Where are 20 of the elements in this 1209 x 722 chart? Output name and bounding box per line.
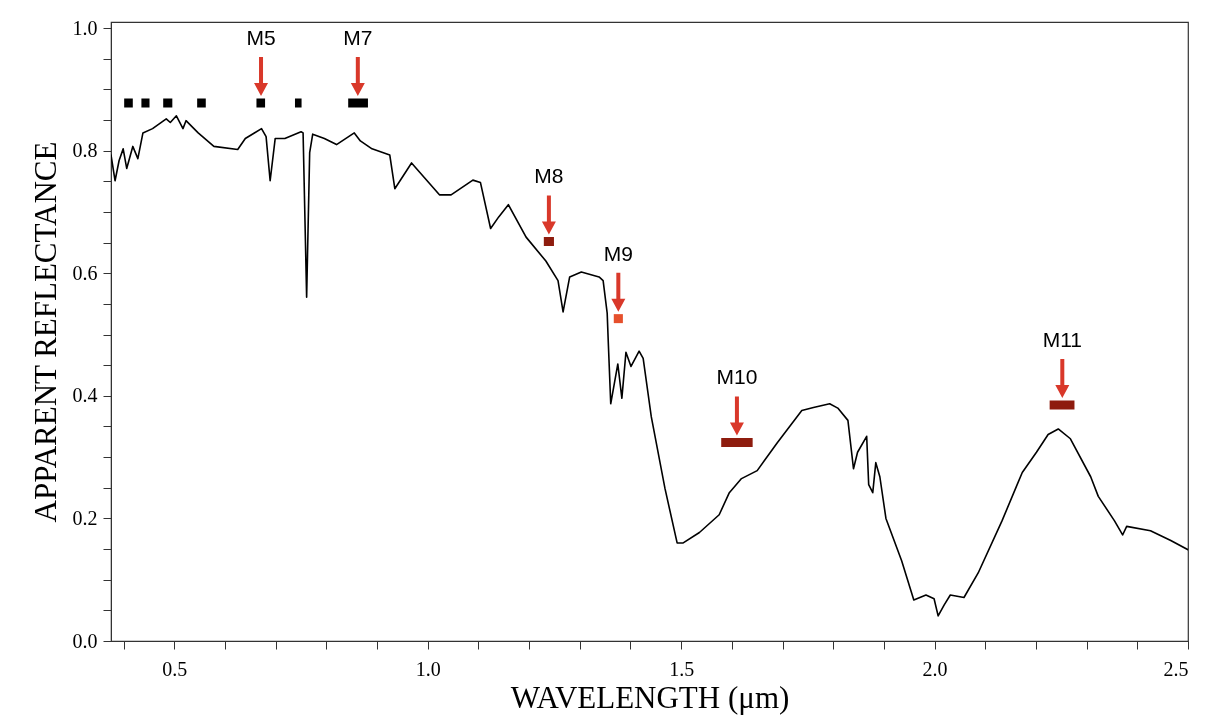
x-tick-label: 2.0 — [922, 657, 948, 680]
x-axis-title: WAVELENGTH (μm) — [510, 679, 790, 715]
annotation: M8 — [534, 164, 564, 188]
x-tick-label: 1.0 — [415, 657, 441, 680]
y-tick-label: 0.2 — [72, 506, 98, 529]
y-tick-label: 1.0 — [72, 16, 98, 39]
line-series — [111, 114, 1188, 617]
x-tick-label: 1.5 — [669, 657, 695, 680]
annotation: M10 — [716, 365, 758, 389]
x-tick-label: 2.5 — [1163, 657, 1189, 680]
annotation: M7 — [343, 25, 373, 49]
x-tick-label: 0.5 — [162, 657, 188, 680]
y-tick-label: 0.6 — [72, 261, 98, 284]
annotation: M5 — [246, 25, 276, 49]
y-tick-label: 0.0 — [72, 629, 98, 652]
y-tick-label: 0.8 — [72, 139, 98, 162]
y-axis-title: APPARENT REFLECTANCE — [27, 141, 63, 523]
annotation: M9 — [603, 241, 633, 265]
annotation: M11 — [1042, 328, 1082, 352]
y-tick-label: 0.4 — [72, 384, 98, 407]
